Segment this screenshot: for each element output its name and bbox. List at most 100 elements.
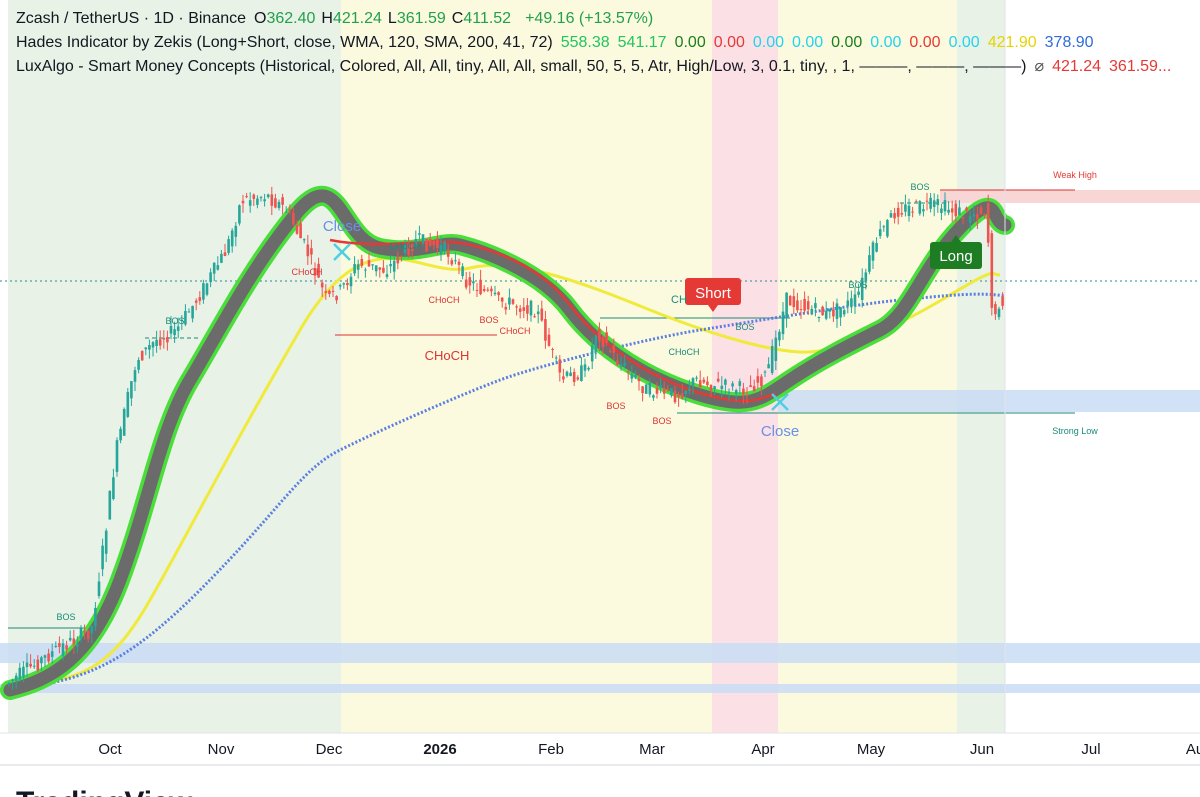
candle-body (810, 308, 814, 315)
zone-long (8, 0, 341, 733)
candle-body (144, 347, 148, 350)
candle-body (457, 261, 461, 265)
candle-body (612, 344, 616, 353)
candle-body (900, 213, 904, 215)
indicator-value: 541.17 (617, 34, 667, 51)
candle-body (630, 373, 634, 379)
candle-body (432, 240, 436, 246)
candle-body (698, 380, 702, 388)
choch-label: CHoCH (668, 347, 699, 357)
candle-body (54, 645, 58, 648)
indicator-legend: LuxAlgo - Smart Money Concepts (Historic… (16, 56, 1179, 76)
candle-body (97, 581, 101, 597)
candle-body (151, 342, 155, 348)
candle-body (65, 645, 68, 650)
candle-body (216, 265, 220, 270)
candle-body (227, 239, 230, 253)
candle-body (50, 651, 54, 657)
bos-label: BOS (56, 612, 75, 622)
candle-body (130, 381, 133, 399)
candle-body (385, 274, 389, 277)
choch-label: CH (671, 294, 687, 306)
candle-body (320, 282, 324, 288)
candle-body (475, 290, 479, 292)
indicator-legend: Hades Indicator by Zekis (Long+Short, cl… (16, 34, 1102, 52)
candle-body (392, 260, 396, 272)
candle-body (374, 265, 378, 272)
ohlc: O362.40 H421.24 L361.59 C411.52 (254, 10, 517, 27)
candle-body (331, 290, 335, 292)
candle-body (180, 319, 184, 321)
candle-body (468, 277, 472, 286)
candle-body (828, 308, 832, 312)
candle-body (706, 381, 709, 386)
candle-body (558, 359, 562, 373)
x-tick-label: May (857, 741, 886, 758)
candle-body (173, 329, 176, 336)
candle-body (734, 390, 738, 394)
candle-body (799, 309, 803, 311)
candle-body (562, 376, 565, 380)
candle-body (580, 365, 583, 381)
candle-body (446, 249, 450, 257)
indicator-value: 0.00 (870, 34, 902, 51)
candle-body (886, 220, 889, 237)
candle-body (367, 260, 371, 267)
x-tick-label: Apr (751, 741, 774, 758)
candle-body (187, 311, 191, 313)
bos-label: BOS (165, 316, 184, 326)
candle-body (482, 288, 486, 291)
candle-body (716, 378, 720, 382)
bos-label: BOS (606, 401, 625, 411)
candle-body (378, 267, 382, 270)
candle-body (950, 208, 954, 213)
candle-body (389, 263, 392, 267)
candle-body (954, 203, 958, 217)
candle-body (281, 197, 284, 205)
candle-body (529, 300, 533, 316)
candle-body (749, 385, 752, 388)
candle-body (443, 241, 446, 252)
candle-body (205, 283, 209, 295)
x-axis: Oct Nov Dec 2026 Feb Mar Apr May Jun Jul Au (98, 741, 1200, 758)
short-label-tip (708, 305, 718, 312)
close-label: Close (761, 423, 799, 440)
ohlc-value: 362.40 (266, 10, 316, 27)
candle-body (803, 298, 806, 311)
indicator-value: 0.00 (909, 34, 941, 51)
zone-short (712, 0, 778, 733)
candle-body (608, 351, 612, 353)
candle-body (684, 390, 688, 395)
candle-body (360, 259, 364, 266)
choch-labels: CHoCH CHoCH CHoCH CHoCH CHoCH CHoCH CH (291, 241, 699, 363)
candle-body (94, 607, 97, 627)
ohlc-value: 421.24 (332, 10, 382, 27)
long-label-tip (951, 235, 961, 242)
candle-body (292, 212, 295, 225)
x-tick-label: Dec (316, 741, 343, 758)
candle-body (911, 211, 914, 213)
candle-body (860, 277, 864, 300)
candle-body (104, 530, 108, 554)
candle-body (652, 395, 655, 398)
candle-body (414, 238, 418, 247)
candle-body (184, 310, 187, 325)
candle-body (137, 360, 140, 370)
indicator-value: 421.90 (987, 34, 1037, 51)
ohlc-value: 411.52 (463, 10, 512, 27)
candle-body (86, 630, 90, 640)
candle-body (11, 679, 14, 681)
candle-body (536, 311, 540, 315)
candle-body (263, 199, 266, 202)
candle-body (439, 245, 443, 255)
candle-body (191, 305, 194, 319)
x-tick-label: Jul (1081, 741, 1100, 758)
candle-body (277, 201, 281, 208)
candle-body (234, 225, 238, 237)
candle-body (472, 281, 475, 284)
candle-body (169, 325, 173, 334)
ohlc-label: L (387, 10, 397, 27)
indicator-value: 0.00 (948, 34, 980, 51)
indicator-name: Hades Indicator by Zekis (Long+Short, cl… (16, 34, 553, 51)
candles (7, 186, 1004, 690)
